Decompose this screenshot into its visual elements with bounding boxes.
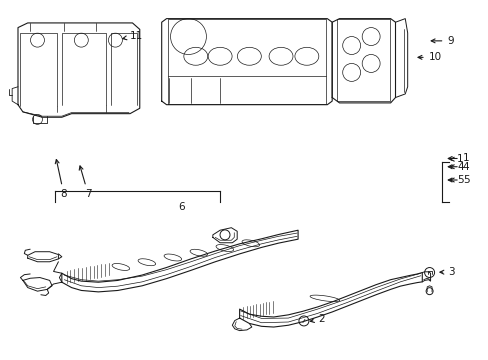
Text: 5: 5 [447, 175, 468, 185]
Text: 11: 11 [122, 31, 143, 41]
Text: 9: 9 [430, 36, 453, 46]
Text: 8: 8 [55, 159, 67, 199]
Text: 1: 1 [447, 153, 468, 163]
Text: 6: 6 [178, 202, 184, 212]
Text: 10: 10 [417, 52, 441, 62]
Text: 4: 4 [447, 162, 468, 172]
Text: 5: 5 [449, 175, 463, 185]
Text: 4: 4 [449, 162, 463, 172]
Text: 7: 7 [79, 166, 91, 199]
Text: 1: 1 [449, 154, 463, 164]
Text: 3: 3 [439, 267, 454, 277]
Text: 2: 2 [310, 314, 324, 324]
